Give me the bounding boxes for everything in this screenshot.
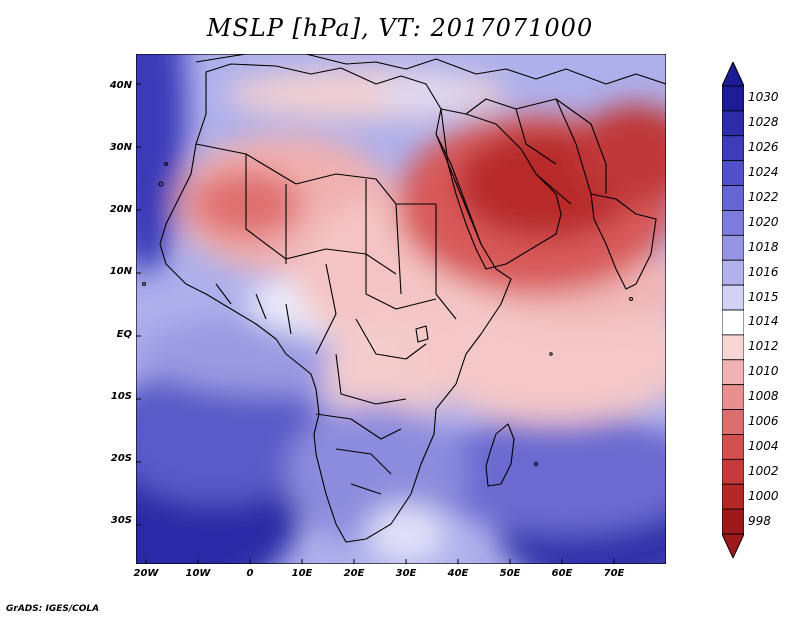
- colorbar-swatch: [722, 135, 744, 162]
- colorbar-swatch: [722, 409, 744, 435]
- colorbar-level-label: 1020: [748, 214, 779, 229]
- colorbar-level-label: 1016: [748, 264, 779, 279]
- colorbar-swatch: [722, 210, 744, 236]
- colorbar-swatch: [722, 384, 744, 410]
- colorbar-level-label: 1026: [748, 140, 779, 155]
- lat-label: 30N: [109, 142, 132, 153]
- colorbar-level-label: 1018: [748, 239, 779, 254]
- lon-label: 0: [246, 568, 254, 579]
- colorbar-level-label: 1024: [748, 165, 779, 180]
- colorbar-level-label: 1012: [748, 339, 779, 354]
- coastlines: [159, 54, 666, 543]
- colorbar-level-label: 1030: [748, 90, 779, 105]
- colorbar-swatch: [722, 458, 744, 485]
- colorbar-level-label: 1014: [748, 314, 779, 329]
- islands: [142, 162, 633, 466]
- colorbar-swatch: [722, 334, 744, 361]
- colorbar-level-label: 1004: [748, 438, 779, 453]
- lat-label: 10S: [110, 391, 132, 402]
- lat-label: EQ: [116, 329, 132, 340]
- colorbar-swatch: [722, 234, 744, 261]
- colorbar-level-label: 1002: [748, 463, 779, 478]
- mslp-map: [136, 54, 666, 564]
- colorbar-level-label: 1008: [748, 389, 779, 404]
- colorbar-swatch: [722, 359, 744, 386]
- colorbar-min-arrow: [722, 533, 744, 558]
- colorbar-max-arrow: [722, 62, 744, 87]
- colorbar-level-label: 1028: [748, 115, 779, 130]
- colorbar-swatch: [722, 160, 744, 186]
- colorbar-swatch: [722, 483, 744, 510]
- colorbar-swatch: [722, 185, 744, 211]
- colorbar-level-label: 1006: [748, 414, 779, 428]
- lon-label: 10W: [185, 568, 211, 579]
- lon-label: 20W: [133, 568, 159, 579]
- colorbar-level-label: 1022: [748, 190, 779, 204]
- lon-label: 40E: [447, 568, 469, 579]
- chart-title: MSLP [hPa], VT: 2017071000: [206, 14, 594, 42]
- lon-label: 50E: [499, 568, 521, 579]
- arabia-outline: [440, 108, 562, 270]
- colorbar-swatch: [722, 434, 744, 460]
- colorbar-swatch: [722, 110, 744, 137]
- colorbar-swatch: [722, 309, 744, 336]
- colorbar-swatch: [722, 85, 744, 112]
- colorbar-level-label: 1010: [748, 364, 779, 379]
- lon-label: 10E: [291, 568, 313, 579]
- madagascar-outline: [485, 423, 515, 487]
- africa-outline: [159, 63, 512, 543]
- colorbar-level-label: 1000: [748, 488, 779, 503]
- colorbar-swatch: [722, 259, 744, 286]
- colorbar: [722, 62, 744, 558]
- lat-label: 10N: [109, 266, 132, 277]
- colorbar-swatch: [722, 508, 744, 535]
- axis-ticks: [136, 83, 615, 564]
- lat-label: 20N: [109, 204, 132, 215]
- india-outline: [590, 193, 657, 290]
- high-northwest: [136, 54, 186, 274]
- lon-label: 30E: [395, 568, 417, 579]
- colorbar-level-label: 998: [748, 513, 771, 528]
- lon-label: 60E: [551, 568, 573, 579]
- colorbar-level-label: 1015: [748, 289, 779, 304]
- lat-label: 40N: [109, 80, 132, 91]
- credit-text: GrADS: IGES/COLA: [6, 604, 100, 614]
- lat-label: 30S: [110, 515, 132, 526]
- eurasia-edge: [195, 54, 666, 85]
- lon-label: 70E: [603, 568, 625, 579]
- lon-label: 20E: [343, 568, 365, 579]
- lat-label: 20S: [110, 453, 132, 464]
- colorbar-swatch: [722, 284, 744, 311]
